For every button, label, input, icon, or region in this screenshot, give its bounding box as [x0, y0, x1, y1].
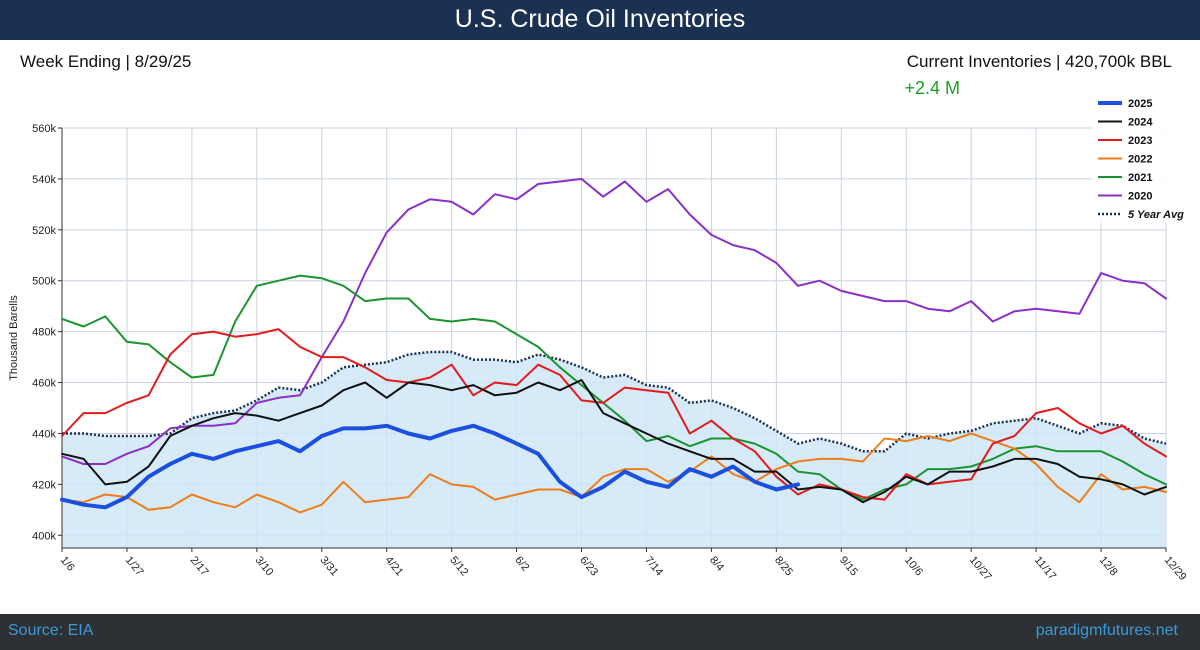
source-label: Source: EIA [8, 622, 94, 639]
chart-title-bar: U.S. Crude Oil Inventories [0, 0, 1200, 40]
y-tick-label: 520k [32, 225, 56, 237]
legend-label-2021: 2021 [1128, 172, 1152, 184]
x-tick-label: 2/17 [188, 554, 211, 578]
chart-title: U.S. Crude Oil Inventories [454, 5, 746, 33]
x-tick-label: 12/29 [1162, 554, 1189, 583]
x-tick-label: 12/8 [1097, 554, 1120, 578]
series-line-2023 [61, 328, 1167, 501]
y-tick-label: 480k [32, 327, 56, 339]
y-tick-label: 400k [32, 530, 56, 542]
x-tick-label: 3/10 [253, 554, 276, 578]
series-line-2020 [61, 177, 1167, 465]
x-tick-label: 10/27 [967, 554, 994, 583]
avg-range-area [62, 352, 1166, 548]
range-band [62, 352, 1166, 548]
site-link[interactable]: paradigmfutures.net [1035, 622, 1178, 639]
y-tick-label: 420k [32, 479, 56, 491]
legend: 2025 2024 2023 2022 2021 2020 5 Year Avg [1092, 93, 1192, 223]
series-line-2025 [60, 423, 800, 510]
y-tick-label: 540k [32, 174, 56, 186]
current-inventories-label: Current Inventories | 420,700k BBL [906, 52, 1172, 71]
x-tick-label: 8/4 [707, 554, 726, 573]
x-tick-label: 11/17 [1032, 554, 1058, 582]
weekly-change-value: +2.4 M [904, 78, 960, 98]
x-tick-label: 5/12 [447, 554, 470, 578]
x-tick-label: 8/25 [772, 554, 795, 578]
x-tick-label: 1/27 [123, 554, 146, 578]
series-line-2024 [61, 379, 1167, 504]
legend-label-5-year-avg: 5 Year Avg [1128, 209, 1184, 221]
y-tick-label: 560k [32, 123, 56, 135]
legend-label-2025: 2025 [1128, 98, 1152, 110]
y-axis-label: Thousand Barells [8, 295, 20, 381]
x-tick-label: 4/21 [382, 554, 405, 578]
week-ending-label: Week Ending | 8/29/25 [20, 52, 192, 71]
x-tick-label: 10/6 [902, 554, 925, 578]
series-line-2022 [61, 432, 1167, 514]
x-tick-label: 3/31 [317, 554, 340, 578]
legend-label-2020: 2020 [1128, 191, 1152, 203]
series-lines [60, 177, 1167, 514]
legend-label-2024: 2024 [1128, 117, 1153, 129]
x-tick-label: 7/14 [642, 554, 665, 578]
y-tick-label: 500k [32, 276, 56, 288]
x-tick-label: 6/2 [512, 554, 531, 573]
legend-label-2022: 2022 [1128, 154, 1152, 166]
x-tick-label: 6/23 [577, 554, 600, 578]
inventory-line-chart: 400k 420k 440k 460k 480k 500k 520k 540k 560k 1/6 1… [8, 93, 1192, 584]
y-tick-label: 440k [32, 428, 56, 440]
footer-bar: Source: EIA paradigmfutures.net [0, 614, 1200, 650]
x-tick-label: 1/6 [58, 554, 77, 573]
y-tick-label: 460k [32, 378, 56, 390]
legend-label-2023: 2023 [1128, 135, 1152, 147]
x-tick-label: 9/15 [837, 554, 860, 578]
